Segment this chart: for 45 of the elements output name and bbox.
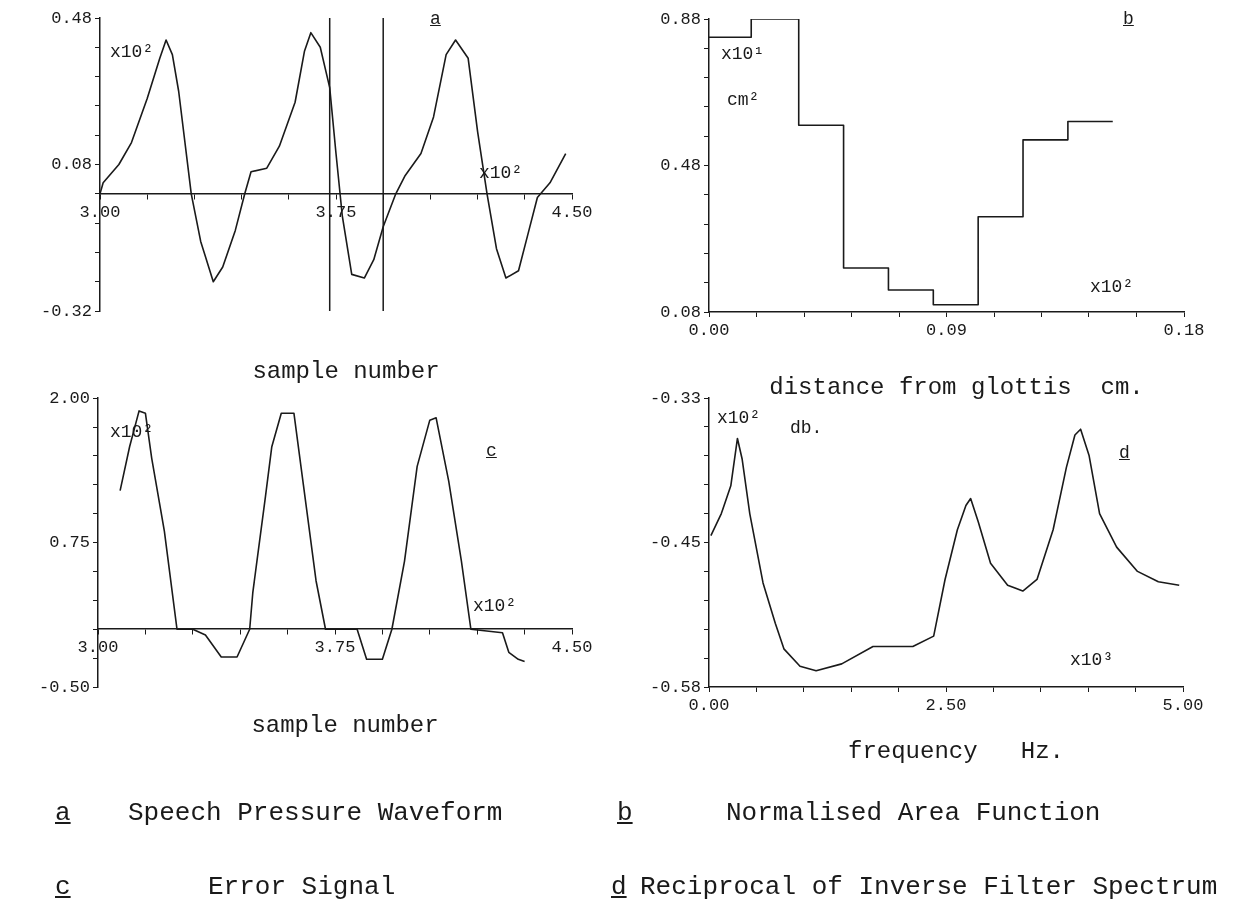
x-tick-label: 3.75	[314, 637, 356, 657]
annotation: db.	[790, 417, 823, 438]
text: Reciprocal of Inverse Filter Spectrum	[640, 872, 1218, 902]
x-axis-title: distance from glottis cm.	[769, 374, 1144, 402]
x-tick-label: 0.18	[1163, 320, 1205, 340]
y-tick-label: 0.88	[660, 9, 701, 29]
annotation: a	[430, 9, 441, 29]
text: b	[617, 798, 633, 828]
x-tick-label: 5.00	[1162, 695, 1204, 715]
annotation: d	[1119, 443, 1130, 463]
y-tick-label: -0.50	[38, 677, 90, 697]
y-tick-label: 0.08	[660, 302, 701, 322]
annotation: x10²	[717, 407, 761, 428]
annotation: b	[1123, 9, 1134, 29]
x-axis-title: sample number	[251, 712, 439, 740]
y-tick-label: -0.45	[649, 533, 701, 552]
text: Error Signal	[208, 872, 396, 902]
y-tick-label: 0.48	[51, 8, 92, 28]
x-axis-title: sample number	[252, 358, 440, 386]
y-tick-label: 0.75	[49, 533, 90, 553]
annotation: c	[486, 441, 497, 461]
x-tick-label: 0.00	[688, 320, 730, 340]
annotation: x10²	[1090, 276, 1134, 297]
annotation: x10²	[473, 595, 517, 616]
y-tick-label: 0.08	[51, 155, 92, 174]
annotation: x10³	[1070, 649, 1114, 670]
y-tick-label: 0.48	[660, 156, 701, 175]
x-tick-label: 0.00	[688, 695, 730, 715]
x-tick-label: 4.50	[551, 637, 593, 657]
text: a	[55, 798, 71, 828]
x-tick-label: 2.50	[925, 695, 967, 715]
x-tick-label: 4.50	[551, 202, 593, 222]
y-tick-label: -0.33	[649, 388, 701, 408]
x-tick-label: 0.09	[926, 320, 967, 340]
y-tick-label: -0.58	[649, 677, 701, 697]
annotation: x10¹	[721, 43, 765, 64]
x-axis-title: frequency Hz.	[847, 738, 1065, 766]
annotation: x10²	[110, 41, 154, 62]
text: d	[611, 872, 627, 902]
annotation: cm²	[727, 89, 760, 110]
y-tick-label: 2.00	[49, 388, 90, 408]
text: Normalised Area Function	[726, 798, 1101, 828]
text: c	[55, 872, 71, 902]
y-tick-label: -0.32	[40, 301, 92, 321]
text: Speech Pressure Waveform	[128, 798, 503, 828]
